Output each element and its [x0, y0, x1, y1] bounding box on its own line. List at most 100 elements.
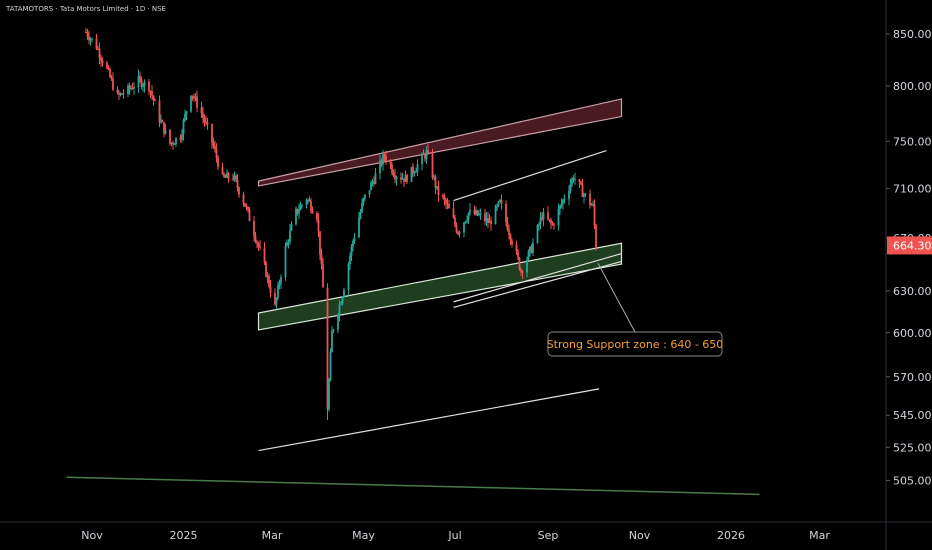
candle-body: [235, 175, 237, 180]
candle-body: [160, 120, 162, 123]
candle-body: [385, 156, 387, 162]
candle-body: [152, 95, 155, 101]
candle-body: [106, 62, 108, 69]
candle-body: [226, 173, 228, 178]
candle-body: [175, 137, 177, 144]
candle-body: [403, 178, 405, 182]
candle-body: [406, 174, 408, 183]
candle-body: [410, 166, 413, 183]
candle-body: [148, 81, 150, 92]
candle-body: [131, 88, 134, 90]
candle-body: [158, 100, 161, 123]
candle-body: [395, 177, 398, 180]
candle-body: [529, 246, 531, 251]
candle-body: [496, 205, 498, 207]
candle-body: [257, 243, 260, 247]
candle-body: [244, 203, 246, 207]
candle-body: [149, 91, 152, 93]
candle-body: [107, 68, 110, 70]
candle-body: [578, 179, 581, 183]
candle-body: [86, 32, 89, 37]
candle-body: [509, 234, 512, 241]
candle-body: [202, 113, 204, 118]
candle-body: [341, 297, 344, 304]
candle-body: [310, 201, 312, 211]
candle-body: [322, 264, 324, 288]
candle-body: [296, 208, 299, 214]
candle-body: [269, 286, 272, 294]
candle-body: [539, 217, 542, 225]
candle-body: [500, 199, 503, 205]
candle-body: [215, 149, 218, 158]
y-tick-label: 545.00: [893, 409, 932, 422]
candle-body: [169, 129, 171, 144]
chart-title: TATAMOTORS · Tata Motors Limited · 1D · …: [6, 5, 166, 13]
candle-body: [311, 210, 314, 214]
candle-body: [392, 172, 395, 176]
candle-body: [382, 154, 384, 165]
candle-body: [326, 287, 329, 410]
candle-body: [85, 31, 87, 33]
x-tick-label: May: [352, 529, 375, 542]
candle-body: [163, 122, 165, 134]
candle-body: [475, 210, 477, 215]
candle-body: [530, 246, 533, 253]
candle-body: [469, 209, 471, 213]
candle-body: [161, 120, 164, 123]
candle-body: [245, 206, 248, 208]
x-tick-label: Nov: [81, 529, 103, 542]
candle-body: [179, 137, 182, 140]
candle-body: [499, 199, 501, 202]
candle-body: [301, 204, 303, 206]
candle-body: [286, 242, 288, 246]
y-tick-label: 710.00: [893, 182, 932, 195]
candle-body: [223, 173, 225, 177]
candle-body: [320, 254, 323, 265]
candle-body: [352, 241, 354, 247]
candle-body: [359, 211, 362, 218]
candle-body: [95, 38, 98, 49]
candle-body: [427, 150, 429, 154]
candle-body: [484, 213, 486, 222]
candle-body: [476, 210, 479, 216]
candle-body: [274, 293, 276, 305]
candle-body: [308, 199, 311, 202]
candle-body: [494, 206, 497, 225]
candle-body: [259, 246, 261, 248]
candle-body: [532, 242, 534, 253]
candle-body: [467, 212, 470, 220]
candle-body: [232, 178, 234, 180]
candle-body: [307, 199, 309, 201]
candle-body: [91, 38, 93, 40]
candle-body: [347, 263, 350, 290]
candle-body: [436, 186, 438, 188]
last-price-label: 664.30: [893, 239, 932, 252]
y-tick-label: 750.00: [893, 135, 932, 148]
candle-body: [196, 96, 198, 108]
candle-body: [212, 141, 215, 147]
candle-body: [547, 212, 549, 220]
y-tick-label: 525.00: [893, 441, 932, 454]
candle-body: [425, 150, 428, 159]
candle-body: [497, 201, 500, 206]
candle-body: [422, 154, 425, 156]
candle-body: [380, 160, 383, 165]
candle-body: [553, 224, 555, 226]
candle-body: [379, 160, 381, 174]
candle-body: [506, 221, 509, 231]
candle-body: [452, 208, 455, 218]
candle-body: [227, 173, 230, 179]
annotation-leader: [597, 263, 636, 333]
candle-body: [143, 81, 146, 86]
upper-channel-line: [453, 149, 607, 202]
candle-body: [580, 182, 582, 185]
candle-body: [224, 176, 227, 178]
candle-body: [424, 155, 426, 159]
candle-body: [415, 171, 417, 173]
candle-body: [412, 166, 414, 174]
candle-body: [221, 167, 224, 174]
candle-body: [142, 85, 144, 88]
candle-body: [170, 142, 173, 144]
candle-body: [299, 205, 302, 211]
